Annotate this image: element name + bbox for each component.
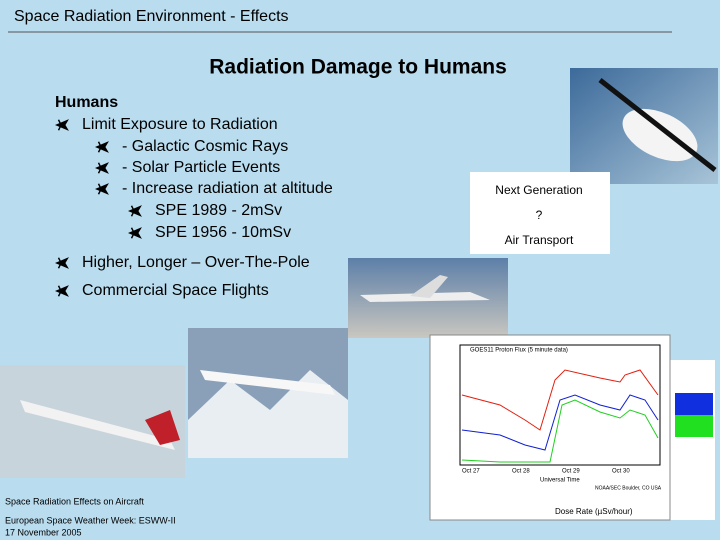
bullet-text: Commercial Space Flights	[82, 282, 269, 299]
bullet-text: Higher, Longer – Over-The-Pole	[82, 254, 310, 271]
plot-x-label: Universal Time	[540, 478, 580, 484]
bullet-text: SPE 1989 - 2mSv	[155, 202, 282, 219]
plot-title: GOES11 Proton Flux (5 minute data)	[470, 348, 568, 354]
bullet-text: SPE 1956 - 10mSv	[155, 224, 291, 241]
plot-date: Oct 28	[512, 469, 530, 475]
header-title: Space Radiation Environment - Effects	[14, 8, 289, 25]
plot-date: Oct 27	[462, 469, 480, 475]
goes-plot: GOES11 Proton Flux (5 minute data) Oct 2…	[429, 334, 715, 521]
bullet-text: Limit Exposure to Radiation	[82, 116, 278, 133]
bullet-list: Humans Limit Exposure to Radiation - Galac…	[55, 94, 333, 299]
plot-date: Oct 29	[562, 469, 580, 475]
footer-line: 17 November 2005	[5, 527, 82, 537]
slide-title: Radiation Damage to Humans	[209, 56, 507, 79]
bullet-text: - Increase radiation at altitude	[122, 180, 333, 197]
plot-date: Oct 30	[612, 469, 630, 475]
footer-line: European Space Weather Week: ESWW-II	[5, 515, 176, 525]
bullet-text: - Galactic Cosmic Rays	[122, 138, 288, 155]
caption-box	[470, 172, 610, 254]
airliner-photo	[188, 328, 348, 458]
spaceship-photo	[570, 68, 718, 184]
caption-line: Next Generation	[495, 183, 582, 197]
caption-line: ?	[536, 208, 543, 222]
caption-line: Air Transport	[505, 233, 574, 247]
plot-credit: NOAA/SEC Boulder, CO USA	[595, 485, 662, 491]
bullet-text: - Solar Particle Events	[122, 159, 280, 176]
footer-line: Space Radiation Effects on Aircraft	[5, 496, 144, 506]
virgin-photo	[0, 365, 185, 478]
bullet-text: Humans	[55, 94, 118, 111]
plot-dose-label: Dose Rate (µSv/hour)	[555, 507, 633, 516]
jet-photo	[348, 258, 508, 338]
